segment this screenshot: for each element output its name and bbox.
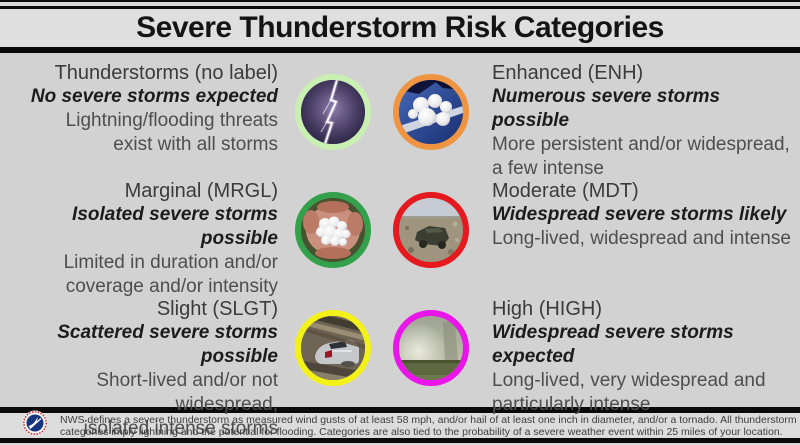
category-row-1: Thunderstorms (no label) No severe storm… [0,53,800,179]
category-desc-line: Limited in duration and/or [63,252,278,273]
category-summary: Isolated severe storms possible [72,204,278,249]
category-summary: No severe storms expected [30,86,278,107]
header-divider [0,47,800,53]
category-name: Marginal (MRGL) [124,180,278,202]
category-name: Moderate (MDT) [492,180,639,202]
category-summary: Widespread severe storms likely [492,204,787,225]
page-title: Severe Thunderstorm Risk Categories [136,11,664,44]
storm-damage-photo [393,192,469,268]
header: Severe Thunderstorm Risk Categories [0,9,800,47]
category-desc-line: a few intense [492,158,604,179]
category-desc-line: Short-lived and/or not widespread, [96,370,278,415]
category-summary: Numerous severe storms possible [492,86,721,131]
footer-divider [0,407,800,413]
category-high: High (HIGH) Widespread severe storms exp… [480,289,800,417]
bottom-border-line [0,438,800,443]
category-desc-line: coverage and/or intensity [65,276,278,297]
photo-column [284,192,382,268]
top-border-line [0,0,800,2]
category-enhanced: Enhanced (ENH) Numerous severe storms po… [480,53,800,181]
footer-disclaimer-line: categories imply lightning and the poten… [60,425,783,438]
category-desc-line: Long-lived, widespread and intense [492,228,791,249]
category-slight: Slight (SLGT) Scattered severe storms po… [0,289,284,441]
category-row-2: Marginal (MRGL) Isolated severe storms p… [0,171,800,297]
category-moderate: Moderate (MDT) Widespread severe storms … [480,171,800,251]
tornado-photo [393,310,469,386]
category-desc-line: exist with all storms [113,134,278,155]
category-name: High (HIGH) [492,298,603,320]
hailstones-on-tarp-photo [393,74,469,150]
photo-column [382,310,480,386]
lightning-photo [295,74,371,150]
category-desc-line: Lightning/flooding threats [65,110,278,131]
category-summary: Scattered severe storms possible [57,322,278,367]
footer-disclaimer-line: NWS defines a severe thunderstorm as mea… [60,413,797,426]
top-border-gap [0,2,800,6]
category-name: Thunderstorms (no label) [54,62,278,84]
crushed-car-photo [295,310,371,386]
bottom-border-gap [0,443,800,445]
category-desc-line: isolated intense storms [83,418,278,439]
top-border-line-2 [0,6,800,9]
category-thunderstorms: Thunderstorms (no label) No severe storm… [0,53,284,157]
photo-column [382,192,480,268]
photo-column [284,310,382,386]
category-desc-line: More persistent and/or widespread, [492,134,790,155]
hail-in-hands-photo [295,192,371,268]
category-marginal: Marginal (MRGL) Isolated severe storms p… [0,171,284,299]
category-row-3: Slight (SLGT) Scattered severe storms po… [0,289,800,439]
category-name: Slight (SLGT) [156,298,278,320]
nws-logo [22,410,48,441]
category-summary: Widespread severe storms expected [492,322,734,367]
footer-disclaimer: NWS defines a severe thunderstorm as mea… [60,414,797,438]
photo-column [284,74,382,150]
footer: NWS defines a severe thunderstorm as mea… [0,410,800,441]
categories-grid: Thunderstorms (no label) No severe storm… [0,53,800,439]
category-desc-line: Long-lived, very widespread and [492,370,766,391]
category-desc-line: particularly intense [492,394,651,415]
photo-column [382,74,480,150]
category-name: Enhanced (ENH) [492,62,644,84]
